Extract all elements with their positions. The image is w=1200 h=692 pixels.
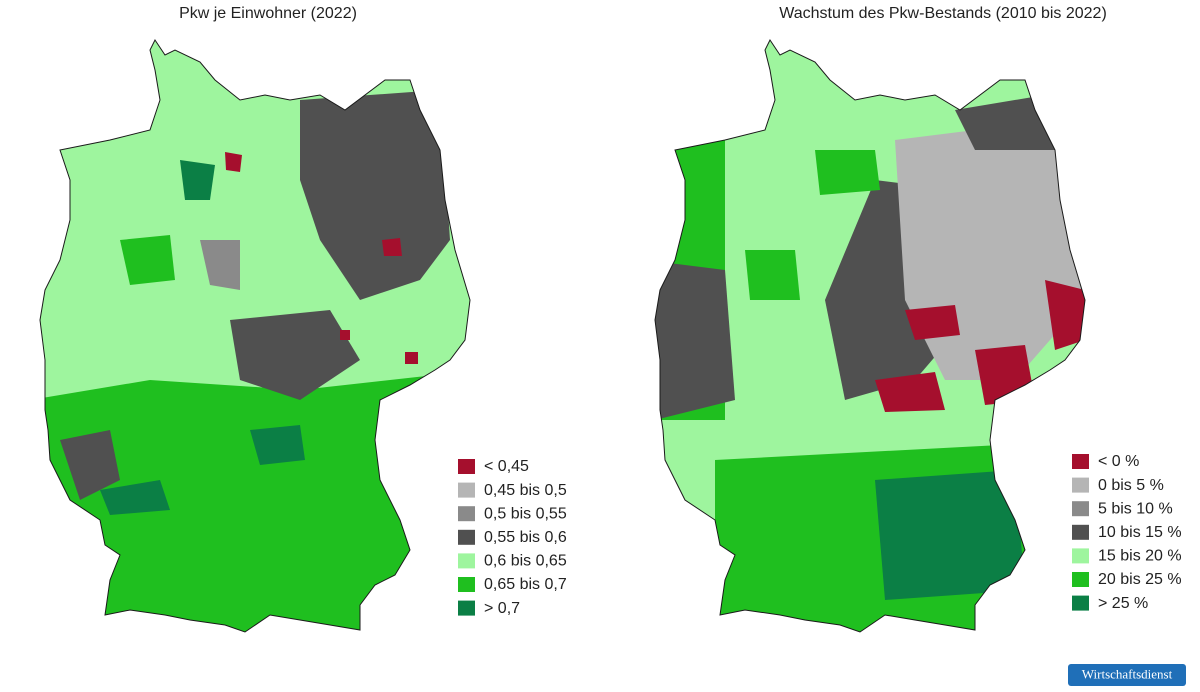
legend-swatch [458, 529, 475, 545]
badge: Wirtschaftsdienst [1082, 666, 1173, 681]
badge-box [1068, 664, 1186, 686]
legend-swatch [1072, 477, 1089, 493]
legend-label: 0,45 bis 0,5 [484, 482, 567, 499]
legend-label: 10 bis 15 % [1098, 524, 1182, 541]
legend-swatch [1072, 572, 1089, 587]
legend-swatch [458, 600, 475, 616]
legend-label: < 0,45 [484, 458, 529, 475]
region [120, 235, 175, 285]
legend-label: 0 bis 5 % [1098, 477, 1164, 494]
legend-swatch [458, 553, 475, 569]
region [225, 152, 242, 172]
region [200, 240, 240, 290]
region [655, 260, 735, 420]
legend-swatch [1072, 524, 1089, 540]
region [60, 430, 120, 500]
regions [655, 95, 1085, 632]
regions [40, 90, 470, 632]
region [955, 95, 1055, 150]
legend-swatch [1072, 595, 1089, 611]
region [1045, 280, 1085, 350]
region [975, 345, 1035, 405]
legend-swatch [458, 506, 475, 522]
legend-swatch [1072, 454, 1089, 469]
legend-swatch [1072, 501, 1089, 517]
legend-label: < 0 % [1098, 453, 1139, 470]
legend-label: 0,65 bis 0,7 [484, 576, 567, 593]
region [300, 90, 450, 300]
legend-label: 20 bis 25 % [1098, 571, 1182, 588]
region [382, 238, 402, 256]
region [230, 310, 360, 400]
legend-swatch [458, 577, 475, 592]
region [745, 250, 800, 300]
legend-label: 0,5 bis 0,55 [484, 505, 567, 522]
legend-label: 0,55 bis 0,6 [484, 529, 567, 546]
region [100, 480, 170, 515]
region [875, 372, 945, 412]
legend-label: > 25 % [1098, 595, 1148, 612]
region [340, 330, 350, 340]
map [39, 39, 471, 633]
region [905, 305, 960, 340]
legend-swatch [1072, 548, 1089, 564]
region [40, 370, 470, 632]
legend-swatch [458, 482, 475, 498]
map-title: Pkw je Einwohner (2022) [179, 5, 357, 22]
map-title: Wachstum des Pkw-Bestands (2010 bis 2022… [779, 5, 1107, 22]
region [180, 160, 215, 200]
region [815, 150, 880, 195]
legend-label: 0,6 bis 0,65 [484, 553, 567, 570]
legend-label: > 0,7 [484, 600, 520, 617]
region [250, 425, 305, 465]
region [875, 470, 1025, 600]
legend-swatch [458, 459, 475, 474]
legends: < 0,45 0,45 bis 0,5 0,5 bis 0,55 0,55 bis 0… [458, 453, 1182, 617]
legend-label: 5 bis 10 % [1098, 500, 1173, 517]
map [654, 39, 1086, 633]
legend-label: 15 bis 20 % [1098, 548, 1182, 565]
region [405, 352, 418, 364]
